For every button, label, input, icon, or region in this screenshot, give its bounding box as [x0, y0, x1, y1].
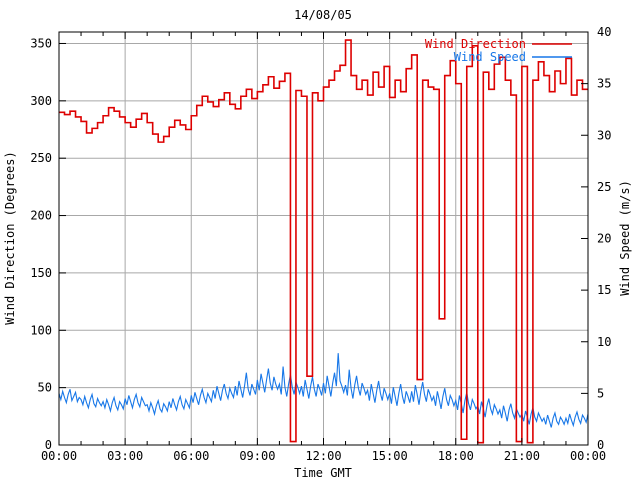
- y-left-tick-label: 250: [30, 151, 52, 165]
- x-tick-label: 09:00: [239, 449, 275, 463]
- x-tick-label: 18:00: [438, 449, 474, 463]
- y-left-tick-label: 50: [38, 381, 52, 395]
- y-right-tick-label: 40: [597, 25, 611, 39]
- frame-layer: 00:00 03:00 06:00 09:00 12:00 15:00 18:00 21:00…: [30, 25, 611, 463]
- x-tick-label: 00:00: [570, 449, 606, 463]
- y-right-tick-label: 0: [597, 438, 604, 452]
- x-axis-label: Time GMT: [294, 466, 352, 480]
- y-right-tick-label: 20: [597, 232, 611, 246]
- y-right-tick-label: 10: [597, 335, 611, 349]
- y-left-tick-label: 0: [45, 438, 52, 452]
- x-tick-label: 21:00: [504, 449, 540, 463]
- legend-label: Wind Direction: [425, 37, 526, 51]
- x-tick-label: 15:00: [372, 449, 408, 463]
- y-left-tick-label: 100: [30, 323, 52, 337]
- wind-direction-line: [59, 39, 588, 444]
- y-right-axis-label: Wind Speed (m/s): [618, 180, 632, 296]
- y-right-tick-label: 30: [597, 128, 611, 142]
- y-left-axis-label: Wind Direction (Degrees): [3, 151, 17, 324]
- y-right-tick-label: 35: [597, 77, 611, 91]
- x-tick-label: 03:00: [107, 449, 143, 463]
- legend-label: Wind Speed: [454, 50, 526, 64]
- series-layer: [58, 39, 589, 444]
- wind-speed-line: [58, 353, 589, 428]
- y-right-tick-label: 15: [597, 283, 611, 297]
- chart-title: 14/08/05: [294, 8, 352, 22]
- x-tick-label: 06:00: [173, 449, 209, 463]
- y-right-tick-label: 25: [597, 180, 611, 194]
- x-tick-label: 12:00: [305, 449, 341, 463]
- y-left-tick-label: 200: [30, 209, 52, 223]
- y-left-tick-label: 150: [30, 266, 52, 280]
- y-left-tick-label: 300: [30, 94, 52, 108]
- y-right-tick-label: 5: [597, 386, 604, 400]
- y-left-tick-label: 350: [30, 36, 52, 50]
- x-tick-label: 00:00: [41, 449, 77, 463]
